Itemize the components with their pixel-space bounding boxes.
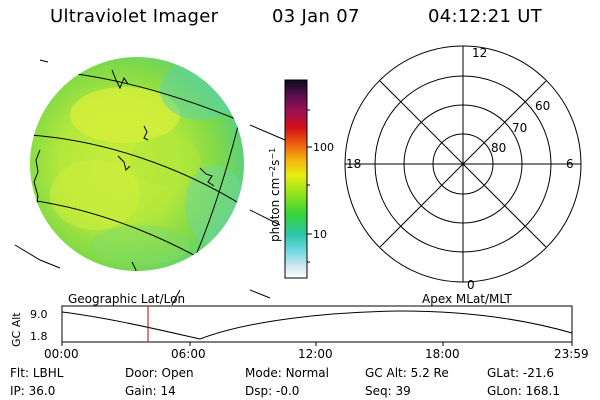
altitude-curve <box>61 310 573 340</box>
info-dsp: Dsp: -0.0 <box>245 384 300 398</box>
mlat-label-70: 70 <box>512 121 527 135</box>
mlat-label-60: 60 <box>535 99 550 113</box>
uv-earth-image <box>30 57 244 271</box>
alt-tick-9: 9.0 <box>30 308 48 321</box>
info-glat: GLat: -21.6 <box>487 366 554 380</box>
mlt-label-0: 0 <box>467 278 475 292</box>
time-tick-1200: 12:00 <box>298 347 333 361</box>
alt-axis-label: GC Alt <box>10 312 23 347</box>
time-tick-0000: 00:00 <box>44 347 79 361</box>
time-tick-1800: 18:00 <box>425 347 460 361</box>
orbit-left-title: Geographic Lat/Lon <box>68 292 185 306</box>
mlt-label-12: 12 <box>472 46 487 60</box>
color-bar-scale <box>284 79 308 279</box>
colorbar-tick-10: 10 <box>313 228 327 241</box>
date-label: 03 Jan 07 <box>272 6 360 27</box>
info-flt: Flt: LBHL <box>10 366 64 380</box>
alt-tick-1-8: 1.8 <box>30 330 48 343</box>
color-bar: 100 10 photon cm−2s−1 <box>268 79 334 279</box>
info-gc-alt: GC Alt: 5.2 Re <box>365 366 449 380</box>
polar-plot <box>344 45 582 283</box>
colorbar-unit-label: photon cm−2s−1 <box>268 148 282 242</box>
mlt-label-6: 6 <box>566 157 574 171</box>
time-label: 04:12:21 UT <box>428 6 543 27</box>
info-door: Door: Open <box>125 366 194 380</box>
info-gain: Gain: 14 <box>125 384 176 398</box>
orbit-strip: Geographic Lat/Lon Apex MLat/MLT 9.0 1.8… <box>10 292 589 361</box>
info-glon: GLon: 168.1 <box>487 384 560 398</box>
mlat-label-80: 80 <box>491 141 506 155</box>
instrument-title: Ultraviolet Imager <box>50 6 219 27</box>
mlt-label-18: 18 <box>346 157 361 171</box>
time-tick-0600: 06:00 <box>171 347 206 361</box>
info-ip: IP: 36.0 <box>10 384 56 398</box>
info-mode: Mode: Normal <box>245 366 329 380</box>
orbit-right-title: Apex MLat/MLT <box>422 292 512 306</box>
colorbar-tick-100: 100 <box>313 141 334 154</box>
info-seq: Seq: 39 <box>365 384 411 398</box>
orbit-plot-frame <box>61 305 573 343</box>
orbit-lines <box>14 59 286 306</box>
time-tick-2359: 23:59 <box>554 347 589 361</box>
